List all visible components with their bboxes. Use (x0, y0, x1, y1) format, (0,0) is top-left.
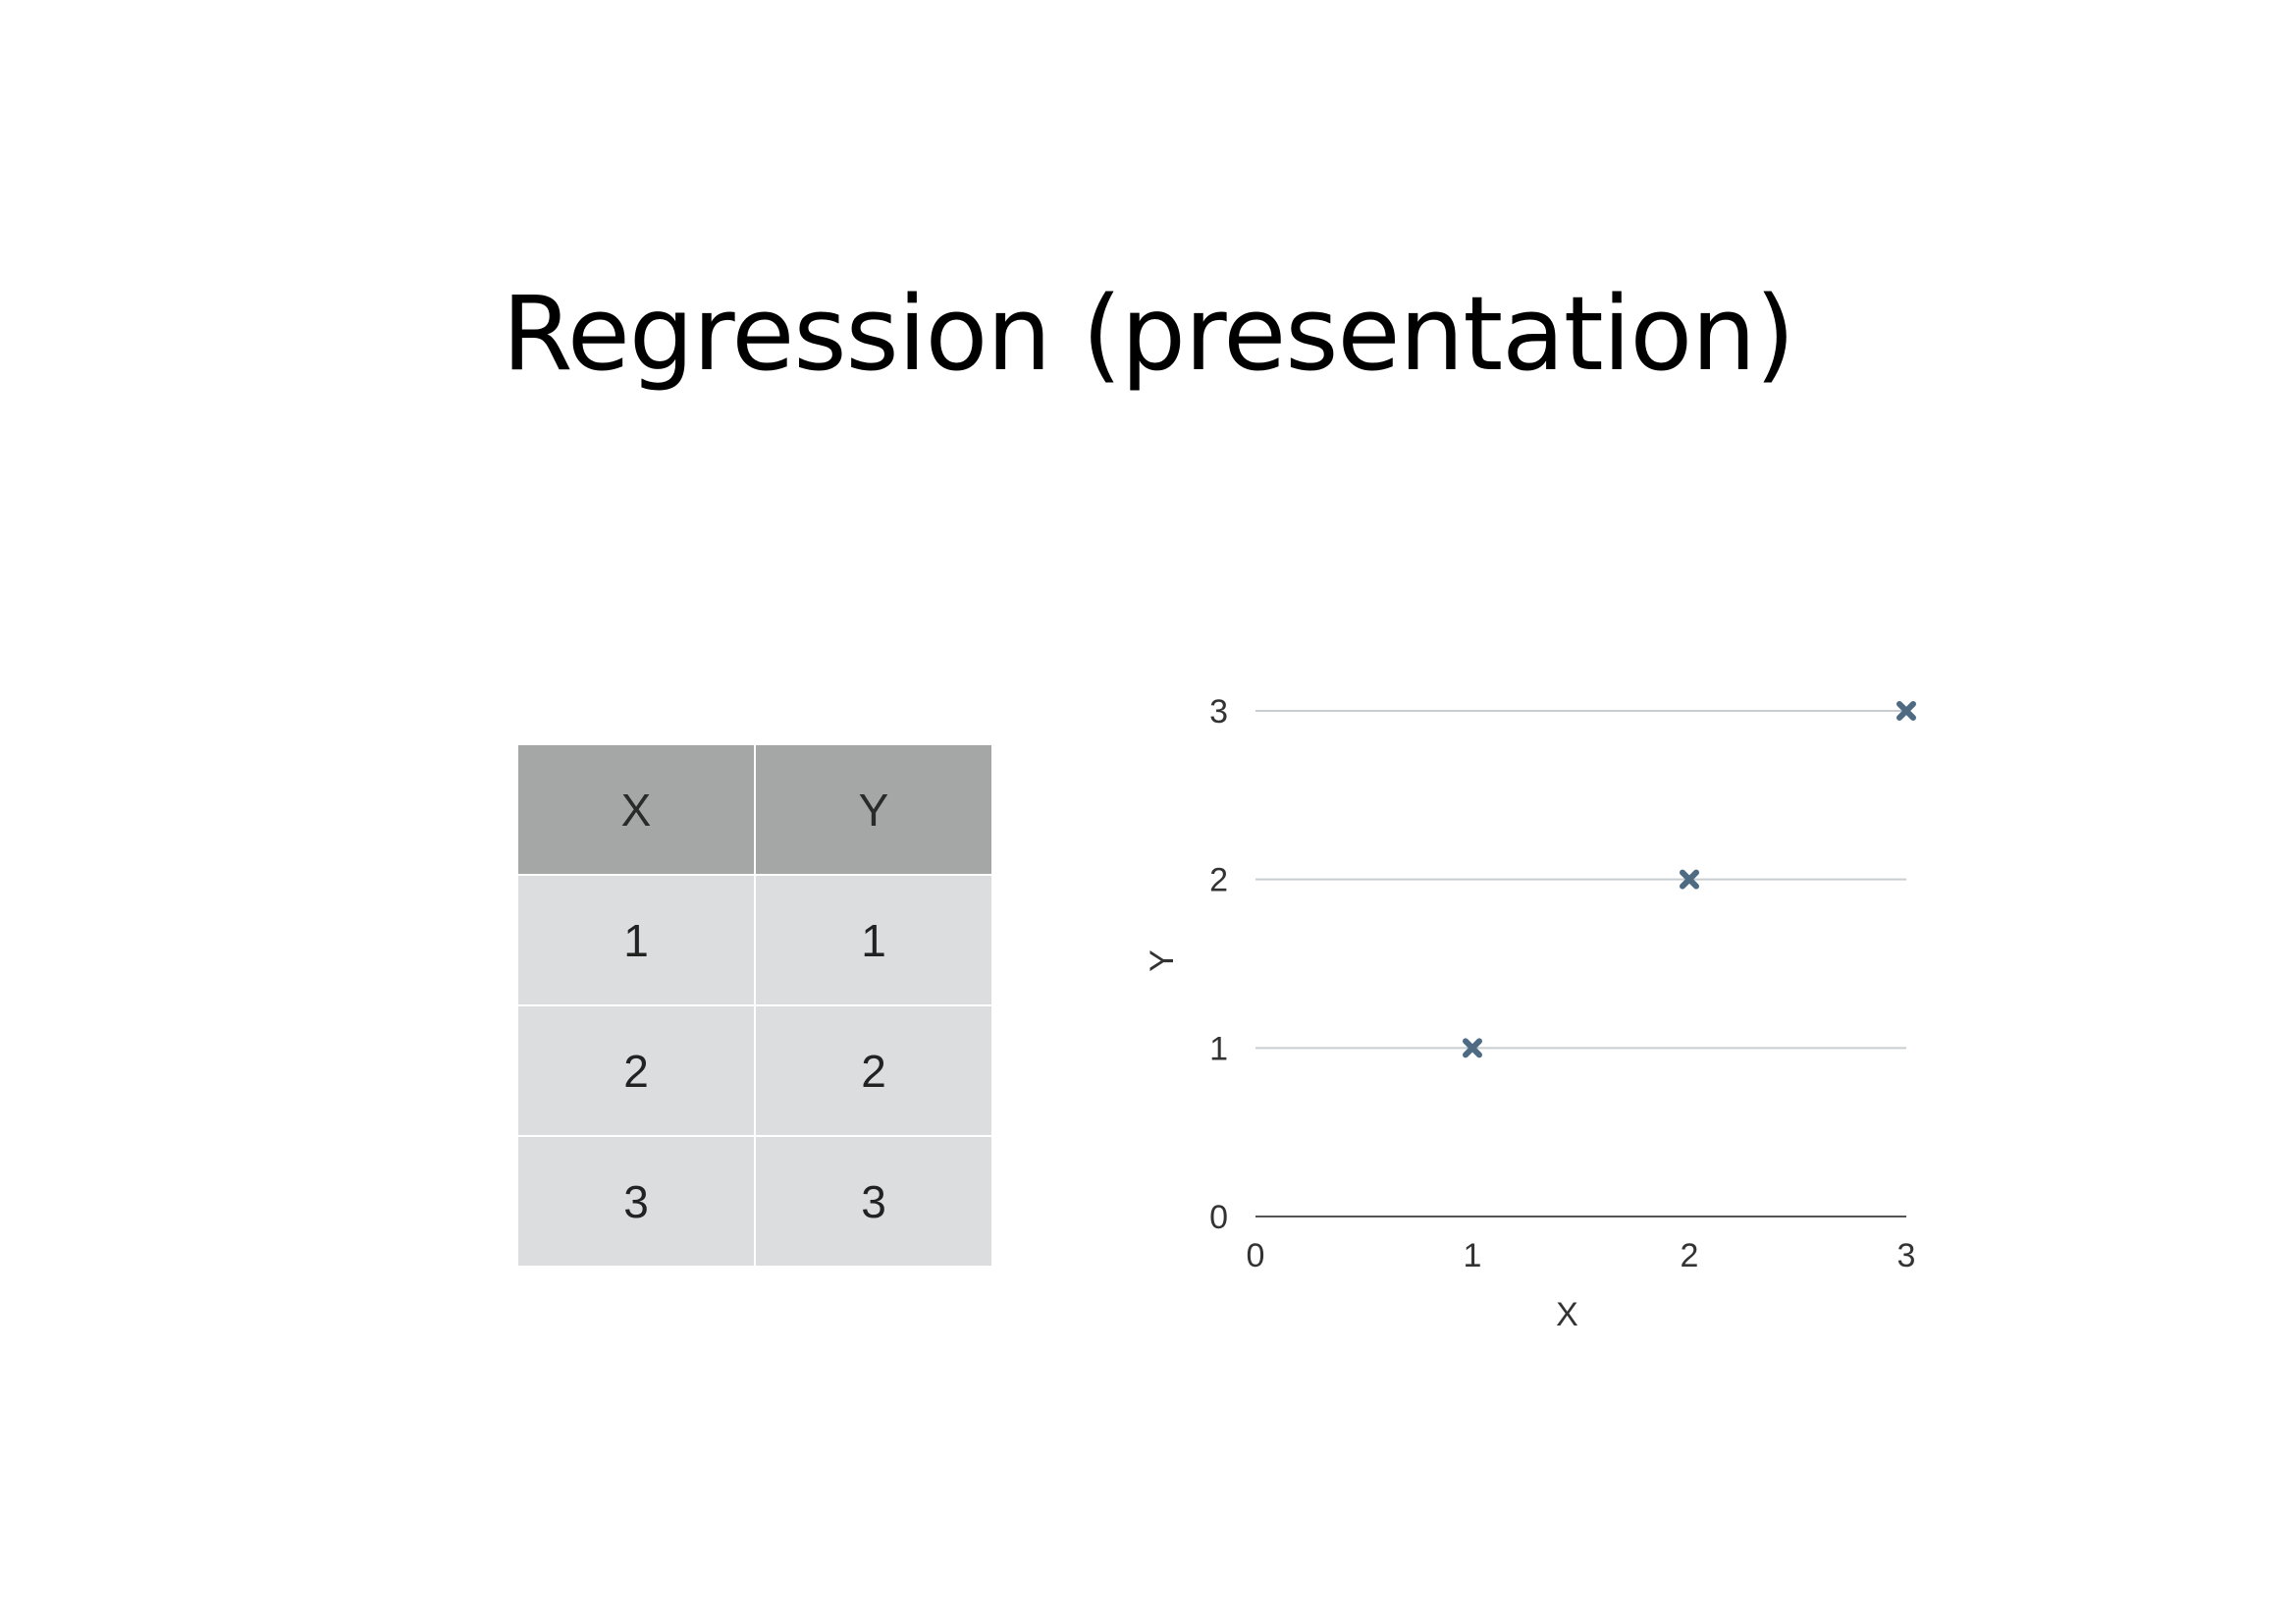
table-cell: 3 (754, 1135, 993, 1268)
y-tick-label: 2 (1209, 862, 1228, 899)
y-tick-label: 1 (1209, 1030, 1228, 1067)
table-header-cell: X (516, 743, 756, 876)
y-tick-label: 3 (1209, 693, 1228, 730)
table-header-row: X Y (516, 743, 993, 876)
table-cell: 2 (516, 1004, 756, 1137)
data-point (1463, 1038, 1482, 1058)
table-row: 3 3 (516, 1135, 993, 1268)
slide-title: Regression (presentation) (502, 274, 1794, 394)
table-cell: 1 (754, 874, 993, 1006)
table-cell: 3 (516, 1135, 756, 1268)
table-cell: 1 (516, 874, 756, 1006)
data-table: X Y 1 1 2 2 3 3 (516, 743, 993, 1268)
table-header-cell: Y (754, 743, 993, 876)
data-point (1680, 869, 1699, 890)
x-tick-label: 1 (1464, 1237, 1482, 1274)
x-tick-label: 2 (1681, 1237, 1699, 1274)
table-cell: 2 (754, 1004, 993, 1137)
x-axis-label: X (1556, 1296, 1578, 1333)
tick-labels: 0 1 2 3 0 1 2 3 (1209, 693, 1915, 1274)
table-row: 1 1 (516, 874, 993, 1006)
data-points (1463, 701, 1916, 1058)
x-tick-label: 0 (1247, 1237, 1265, 1274)
data-point (1896, 701, 1916, 721)
y-tick-label: 0 (1209, 1199, 1228, 1236)
gridlines (1255, 710, 1906, 1050)
x-tick-label: 3 (1897, 1237, 1916, 1274)
table-row: 2 2 (516, 1004, 993, 1137)
y-axis-label: Y (1144, 949, 1181, 972)
